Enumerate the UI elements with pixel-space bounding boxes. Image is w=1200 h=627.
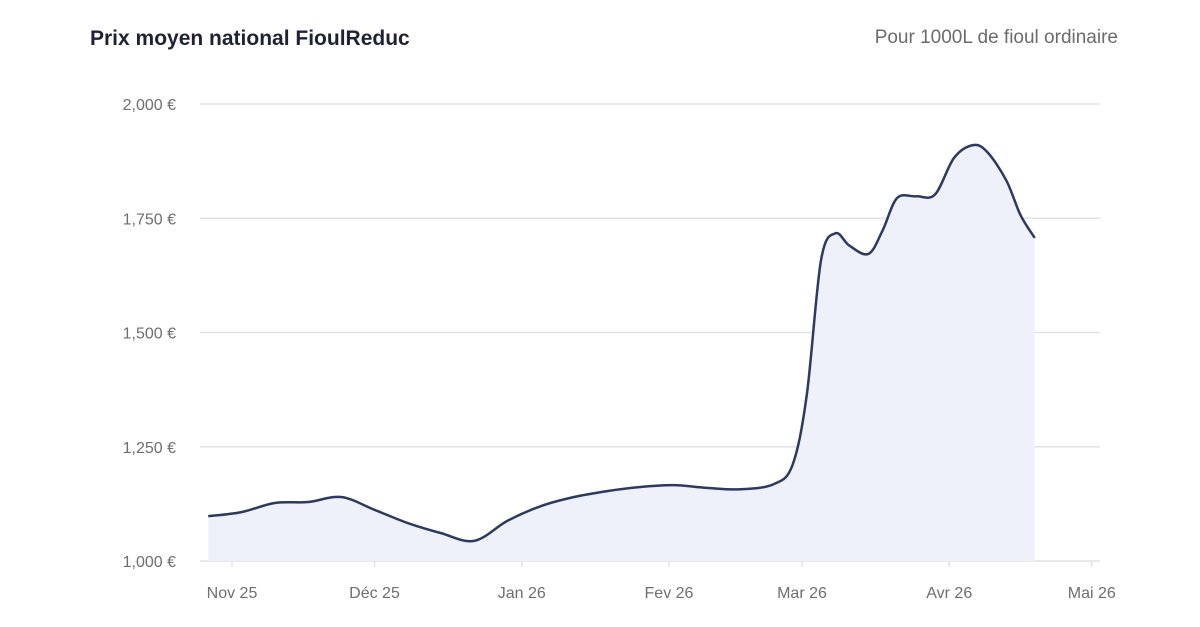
chart-title: Prix moyen national FioulReduc — [90, 27, 410, 50]
price-line — [208, 143, 1036, 543]
x-tick-label: Déc 25 — [349, 585, 400, 602]
y-tick-label: 1,000 € — [123, 554, 176, 571]
x-tick-label: Mar 26 — [777, 585, 827, 602]
chart-subtitle: Pour 1000L de fioul ordinaire — [874, 27, 1118, 48]
x-tick-label: Nov 25 — [207, 585, 258, 602]
y-tick-label: 2,000 € — [123, 97, 176, 114]
x-tick-label: Fev 26 — [645, 585, 694, 602]
x-tick-label: Avr 26 — [926, 585, 972, 602]
y-tick-label: 1,500 € — [123, 326, 176, 343]
x-tick-label: Mai 26 — [1068, 585, 1116, 602]
x-tick-label: Jan 26 — [498, 585, 546, 602]
area-fill — [208, 144, 1035, 561]
y-tick-label: 1,750 € — [123, 211, 176, 228]
y-tick-label: 1,250 € — [123, 440, 176, 457]
